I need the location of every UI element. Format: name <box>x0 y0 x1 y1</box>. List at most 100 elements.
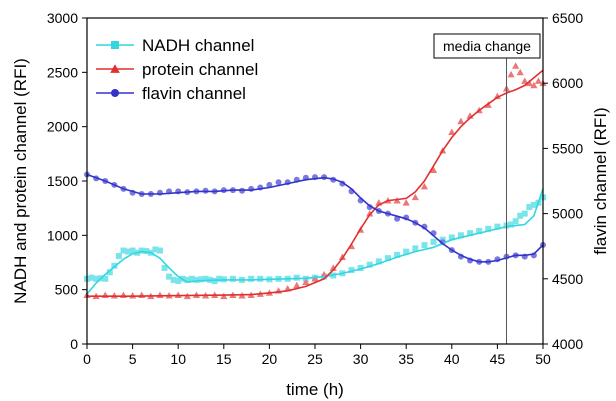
data-point <box>421 242 428 249</box>
data-point <box>403 248 410 255</box>
data-point <box>448 128 456 135</box>
data-point <box>507 70 515 78</box>
y-tick-label-left: 3000 <box>47 10 78 26</box>
y-tick-label-right: 6500 <box>552 10 583 26</box>
data-point <box>248 275 255 282</box>
data-point <box>517 212 524 219</box>
x-axis-title: time (h) <box>286 380 344 399</box>
data-point <box>526 204 533 211</box>
media-change-box <box>433 33 541 59</box>
data-point <box>93 275 100 282</box>
data-point <box>257 275 264 282</box>
data-point <box>170 276 177 283</box>
data-point <box>156 247 163 254</box>
y-axis-title-left: NADH and protein channel (RFI) <box>11 58 30 304</box>
x-tick-label: 30 <box>353 351 369 367</box>
data-point <box>357 264 364 271</box>
data-point <box>467 230 474 237</box>
data-point <box>229 275 236 282</box>
data-point <box>521 77 529 84</box>
data-point <box>521 210 528 217</box>
legend-marker <box>111 41 119 49</box>
data-point <box>88 274 95 281</box>
data-point <box>125 248 132 255</box>
data-point <box>348 267 355 274</box>
legend: NADH channel protein channel flavin channe… <box>96 36 258 103</box>
data-point <box>485 225 492 232</box>
data-point <box>161 264 168 271</box>
data-point <box>275 179 282 186</box>
data-point <box>184 276 191 283</box>
legend-item: flavin channel <box>96 84 246 103</box>
x-tick-label: 15 <box>216 351 232 367</box>
data-point <box>293 281 301 289</box>
data-point <box>120 247 127 254</box>
x-tick-label: 0 <box>83 351 91 367</box>
data-point <box>175 277 182 284</box>
y-tick-label-left: 2000 <box>47 119 78 135</box>
data-point <box>143 248 150 255</box>
x-tick-label: 5 <box>129 351 137 367</box>
x-tick-label: 25 <box>307 351 323 367</box>
y-tick-label-right: 4000 <box>552 336 583 352</box>
data-point <box>494 223 501 230</box>
data-point <box>412 245 419 252</box>
x-tick-label: 20 <box>262 351 278 367</box>
data-point <box>366 210 374 217</box>
data-point <box>152 246 159 253</box>
data-point <box>338 253 346 260</box>
y-tick-label-left: 0 <box>70 336 78 352</box>
y-tick-label-left: 2500 <box>47 64 78 80</box>
data-point <box>202 275 209 282</box>
ticks: 0 5 10 15 20 25 30 35 40 45 5005001000150020002500… <box>47 10 584 367</box>
data-point <box>193 276 200 283</box>
legend-label: NADH channel <box>142 36 254 55</box>
data-point <box>293 274 300 281</box>
data-point <box>311 275 319 282</box>
data-point <box>375 258 382 265</box>
data-point <box>384 255 391 262</box>
x-tick-label: 45 <box>490 351 506 367</box>
data-point <box>302 278 310 285</box>
data-point <box>248 185 255 192</box>
legend-label: flavin channel <box>142 84 246 103</box>
y-tick-label-right: 5500 <box>552 140 583 156</box>
y-tick-label-left: 500 <box>55 282 79 298</box>
data-point <box>115 252 122 259</box>
y-tick-label-right: 4500 <box>552 271 583 287</box>
y-axis-title-right: flavin channel (RFI) <box>591 107 610 254</box>
data-point <box>421 223 428 230</box>
data-point <box>420 182 429 190</box>
data-point <box>106 269 113 276</box>
data-point <box>530 81 538 89</box>
data-point <box>216 275 223 282</box>
data-point <box>411 193 419 201</box>
data-point <box>102 275 109 282</box>
data-point <box>198 276 204 283</box>
data-point <box>111 262 118 269</box>
data-point <box>129 247 136 254</box>
data-point <box>512 62 520 69</box>
y-tick-label-right: 6000 <box>552 75 583 91</box>
data-point <box>402 199 410 206</box>
media-change-label: media change <box>443 38 531 54</box>
trend-line <box>86 188 544 295</box>
data-point <box>211 277 218 284</box>
x-tick-label: 35 <box>398 351 414 367</box>
data-point <box>430 238 437 245</box>
data-point <box>457 117 465 125</box>
data-point <box>448 234 455 241</box>
data-point <box>525 79 533 87</box>
data-point <box>156 189 163 196</box>
y-tick-label-left: 1500 <box>47 173 78 189</box>
plot-content: media change <box>83 33 547 344</box>
legend-item: NADH channel <box>96 36 254 55</box>
legend-marker <box>110 64 120 73</box>
trend-line <box>86 173 544 263</box>
data-point <box>394 251 401 258</box>
x-tick-label: 40 <box>444 351 460 367</box>
data-point <box>476 227 483 234</box>
data-point <box>366 261 373 268</box>
data-point <box>329 264 337 271</box>
